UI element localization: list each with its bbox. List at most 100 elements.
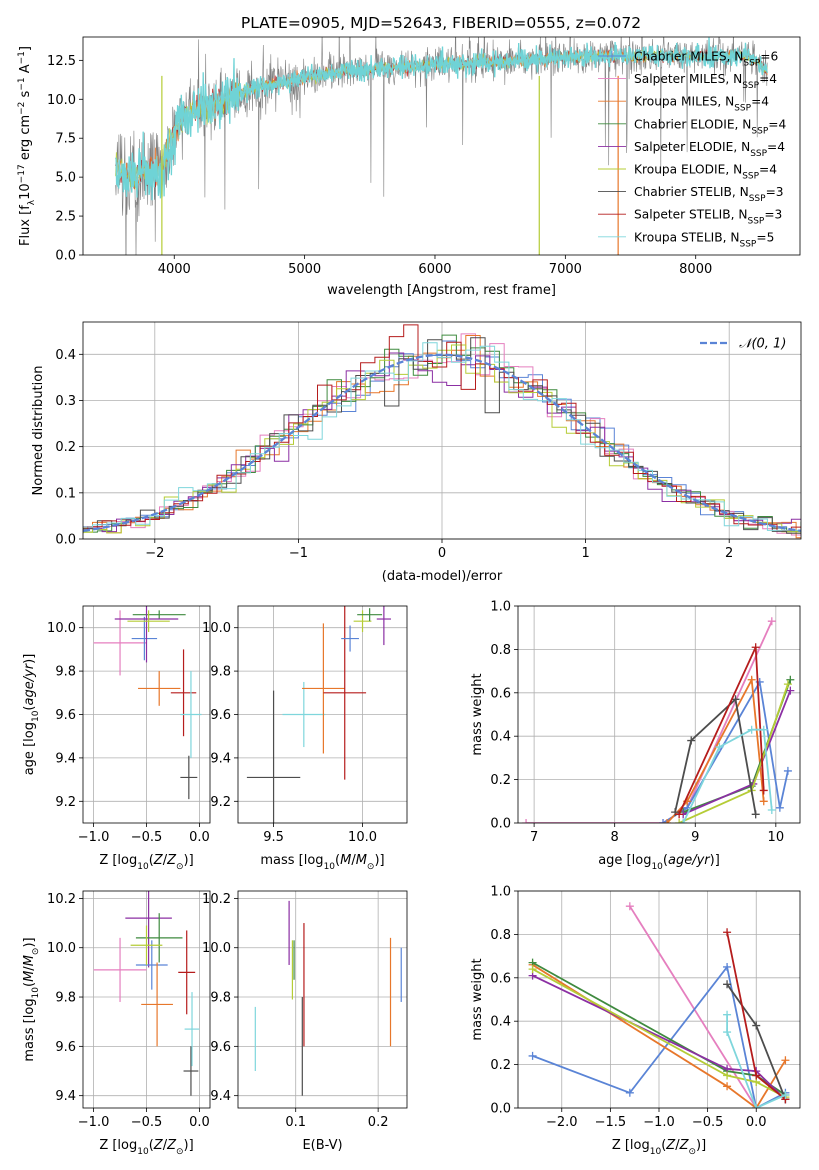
x-axis-label: Z [log10(Z/Z⊙)] <box>99 853 193 872</box>
normal-curve <box>83 353 801 533</box>
y-axis-label: Normed distribution <box>31 366 46 496</box>
x-tick-label: −2.0 <box>546 1115 578 1130</box>
errorbar-point <box>180 755 198 800</box>
y-tick-label: 0.3 <box>55 394 76 409</box>
errorbar-point <box>132 610 186 620</box>
errorbar-point <box>141 962 173 1047</box>
y-tick-label: 0.8 <box>490 928 511 943</box>
y-tick-label: 0.4 <box>490 730 511 745</box>
x-tick-label: −0.5 <box>131 830 163 845</box>
x-axis-label: age [log10(age/yr)] <box>598 853 720 872</box>
errorbar-point <box>130 925 163 965</box>
errorbar-point <box>376 606 391 646</box>
weight-point-marker <box>759 725 768 734</box>
weight-point-marker <box>767 617 776 626</box>
y-tick-label: 9.2 <box>55 795 76 810</box>
panel-age_vs_Z: −1.0 −0.5 0.0 9.2 9.4 9.6 9.8 10.0 Z [log10(Z/Z⊙… <box>22 605 211 872</box>
legend-entry: Salpeter ELODIE, NSSP=4 <box>634 140 785 159</box>
axes-frame <box>237 890 408 1109</box>
weight-series <box>625 902 761 1108</box>
errorbar-point <box>93 610 147 676</box>
legend-entry: Salpeter STELIB, NSSP=3 <box>634 208 782 227</box>
y-axis-label: mass weight <box>470 673 485 755</box>
panel-weight_vs_Z: −2.0 −1.5 −1.0 −0.5 0.0 0.0 0.2 0.4 0.6 0.8 1.0 Z [… <box>470 885 801 1157</box>
weight-series <box>522 617 776 823</box>
weight-point-marker <box>759 786 768 795</box>
weight-point-marker <box>786 675 795 684</box>
y-tick-label: 9.6 <box>55 708 76 723</box>
y-tick-label: 10.2 <box>202 892 231 907</box>
weight-point-marker <box>752 1071 761 1080</box>
weight-point-marker <box>723 928 732 937</box>
weight-point-marker <box>663 819 672 823</box>
weight-series <box>723 928 790 1104</box>
axes-frame <box>237 605 408 824</box>
errorbar-plot-area <box>254 900 402 1096</box>
weight-point-marker <box>675 819 684 823</box>
y-tick-label: 1.0 <box>490 885 511 900</box>
y-axis-label: mass weight <box>470 958 485 1040</box>
weight-point-marker <box>759 797 768 806</box>
panel-age_vs_mass: 9.5 10.0 9.2 9.4 9.6 9.8 10.0 mass [log10(M/M⊙)… <box>202 605 408 872</box>
figure-title: PLATE=0905, MJD=52643, FIBERID=0555, z=0… <box>241 14 641 32</box>
errorbar-point <box>170 649 197 737</box>
weight-point-marker <box>747 675 756 684</box>
errorbar-point <box>131 616 158 661</box>
legend-entry: Chabrier MILES, NSSP=6 <box>634 50 778 69</box>
y-tick-label: 9.8 <box>210 991 231 1006</box>
errorbar-point <box>93 937 147 1002</box>
y-tick-label: 9.8 <box>55 665 76 680</box>
x-tick-label: 9.5 <box>263 830 284 845</box>
y-tick-label: 10.0 <box>47 93 76 108</box>
hist-plot-area <box>83 324 801 539</box>
panel-mass_vs_Z: −1.0 −0.5 0.0 9.4 9.6 9.8 10.0 10.2 Z [log10(Z/Z… <box>22 890 211 1157</box>
errorbar-point <box>184 992 200 1067</box>
weight-point-marker <box>731 695 740 704</box>
x-axis-label: (data-model)/error <box>382 569 503 584</box>
x-tick-label: 0.0 <box>746 1115 767 1130</box>
weight-point-marker <box>625 1088 634 1097</box>
x-tick-label: −2 <box>145 546 164 561</box>
y-tick-label: 10.0 <box>47 941 76 956</box>
y-tick-label: 10.0 <box>47 621 76 636</box>
y-tick-label: 9.4 <box>55 1089 76 1104</box>
weight-series <box>675 643 768 819</box>
errorbar-point <box>180 671 202 758</box>
errorbar-point <box>323 606 367 780</box>
errorbar-plot-area <box>93 606 202 800</box>
x-tick-label: 8 <box>611 830 619 845</box>
weight-point-marker <box>751 643 760 652</box>
errorbar-point <box>125 891 172 968</box>
legend-marker <box>607 51 617 61</box>
axes-frame <box>517 890 801 1109</box>
y-tick-label: 9.4 <box>210 751 231 766</box>
weight-series <box>679 725 776 823</box>
y-tick-label: 0.4 <box>490 1015 511 1030</box>
y-tick-label: 9.6 <box>55 1040 76 1055</box>
y-tick-label: 0.6 <box>490 971 511 986</box>
x-tick-label: 0.0 <box>189 1115 210 1130</box>
y-tick-label: 2.5 <box>55 210 76 225</box>
x-tick-label: 2 <box>725 546 733 561</box>
y-tick-label: 9.8 <box>210 665 231 680</box>
x-tick-label: 8000 <box>679 262 712 277</box>
axes-frame <box>82 890 211 1109</box>
x-tick-label: −1 <box>289 546 308 561</box>
y-tick-label: 5.0 <box>55 171 76 186</box>
y-tick-label: 9.4 <box>55 751 76 766</box>
axes-frame <box>517 605 801 824</box>
x-tick-label: −1.0 <box>78 1115 110 1130</box>
errorbar-plot-area <box>246 606 391 823</box>
y-tick-label: 9.8 <box>55 991 76 1006</box>
y-tick-label: 0.2 <box>490 1058 511 1073</box>
errorbar-plot-area <box>93 891 200 1096</box>
y-tick-label: 10.0 <box>202 621 231 636</box>
weight-point-marker <box>528 1051 537 1060</box>
x-axis-label: E(B-V) <box>302 1138 342 1153</box>
x-tick-label: −0.5 <box>131 1115 163 1130</box>
y-tick-label: 0.0 <box>55 249 76 264</box>
x-tick-label: −1.5 <box>595 1115 627 1130</box>
legend-entry: Salpeter MILES, NSSP=4 <box>634 72 777 91</box>
weight-line <box>629 905 757 1108</box>
y-tick-label: 12.5 <box>47 54 76 69</box>
